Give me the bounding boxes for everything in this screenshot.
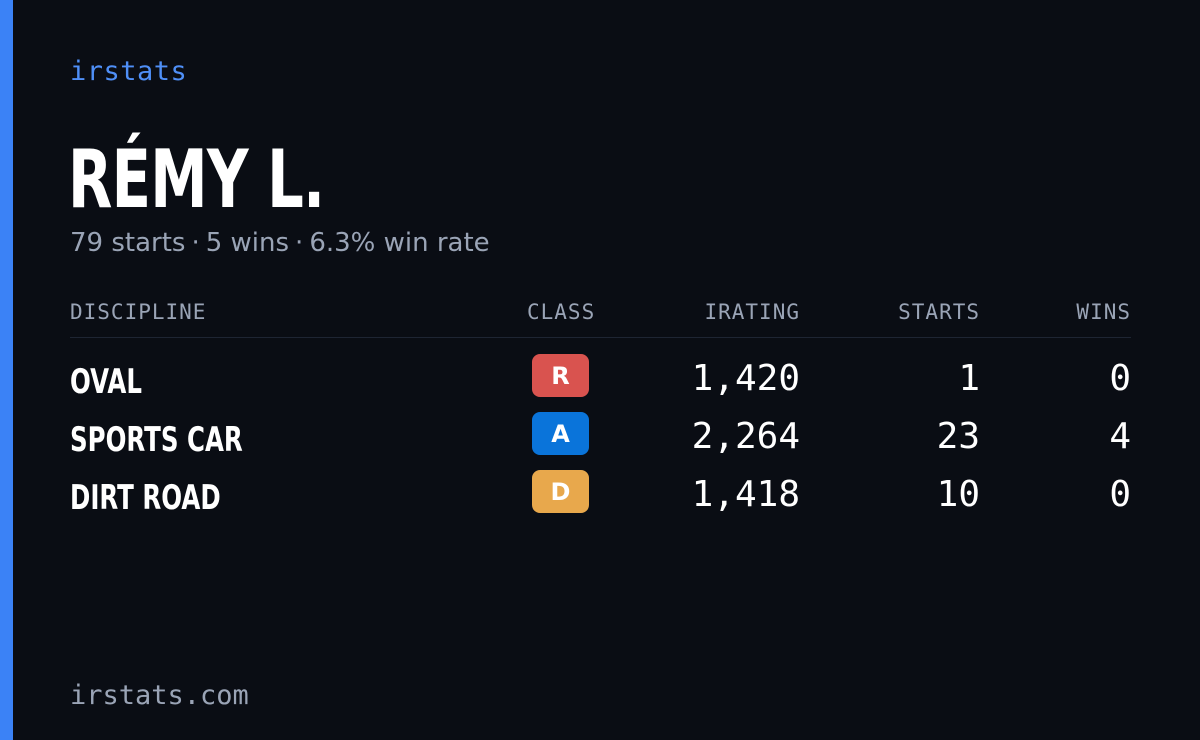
discipline-table: OVAL R 1,420 1 0 SPORTS CAR A 2,264 23 4… (70, 354, 1131, 528)
table-header: DISCIPLINE CLASS IRATING STARTS WINS (70, 300, 1131, 338)
accent-bar (0, 0, 13, 740)
header-discipline: DISCIPLINE (70, 300, 207, 324)
header-irating: IRATING (704, 300, 800, 324)
header-starts: STARTS (898, 300, 980, 324)
irating-value: 2,264 (691, 416, 800, 457)
header-wins: WINS (1076, 300, 1131, 324)
class-badge: R (532, 354, 589, 397)
player-summary: 79 starts · 5 wins · 6.3% win rate (70, 228, 490, 258)
table-row: SPORTS CAR A 2,264 23 4 (70, 412, 1131, 470)
class-badge: A (532, 412, 589, 455)
separator-dot: · (295, 228, 304, 258)
discipline-name: DIRT ROAD (70, 478, 221, 518)
footer-url[interactable]: irstats.com (70, 680, 249, 711)
class-badge: D (532, 470, 589, 513)
wins-value: 0 (1109, 358, 1131, 399)
table-row: OVAL R 1,420 1 0 (70, 354, 1131, 412)
irating-value: 1,418 (691, 474, 800, 515)
table-row: DIRT ROAD D 1,418 10 0 (70, 470, 1131, 528)
brand-logo[interactable]: irstats (70, 56, 188, 87)
separator-dot: · (191, 228, 200, 258)
win-rate: 6.3% win rate (309, 228, 490, 258)
player-name: RÉMY L. (68, 133, 325, 226)
starts-value: 1 (958, 358, 980, 399)
discipline-name: OVAL (70, 362, 142, 402)
discipline-name: SPORTS CAR (70, 420, 243, 460)
header-class: CLASS (527, 300, 596, 324)
wins-value: 4 (1109, 416, 1131, 457)
wins-value: 0 (1109, 474, 1131, 515)
starts-value: 23 (936, 416, 980, 457)
irating-value: 1,420 (691, 358, 800, 399)
starts-count: 79 starts (70, 228, 186, 258)
wins-count: 5 wins (205, 228, 290, 258)
starts-value: 10 (936, 474, 980, 515)
